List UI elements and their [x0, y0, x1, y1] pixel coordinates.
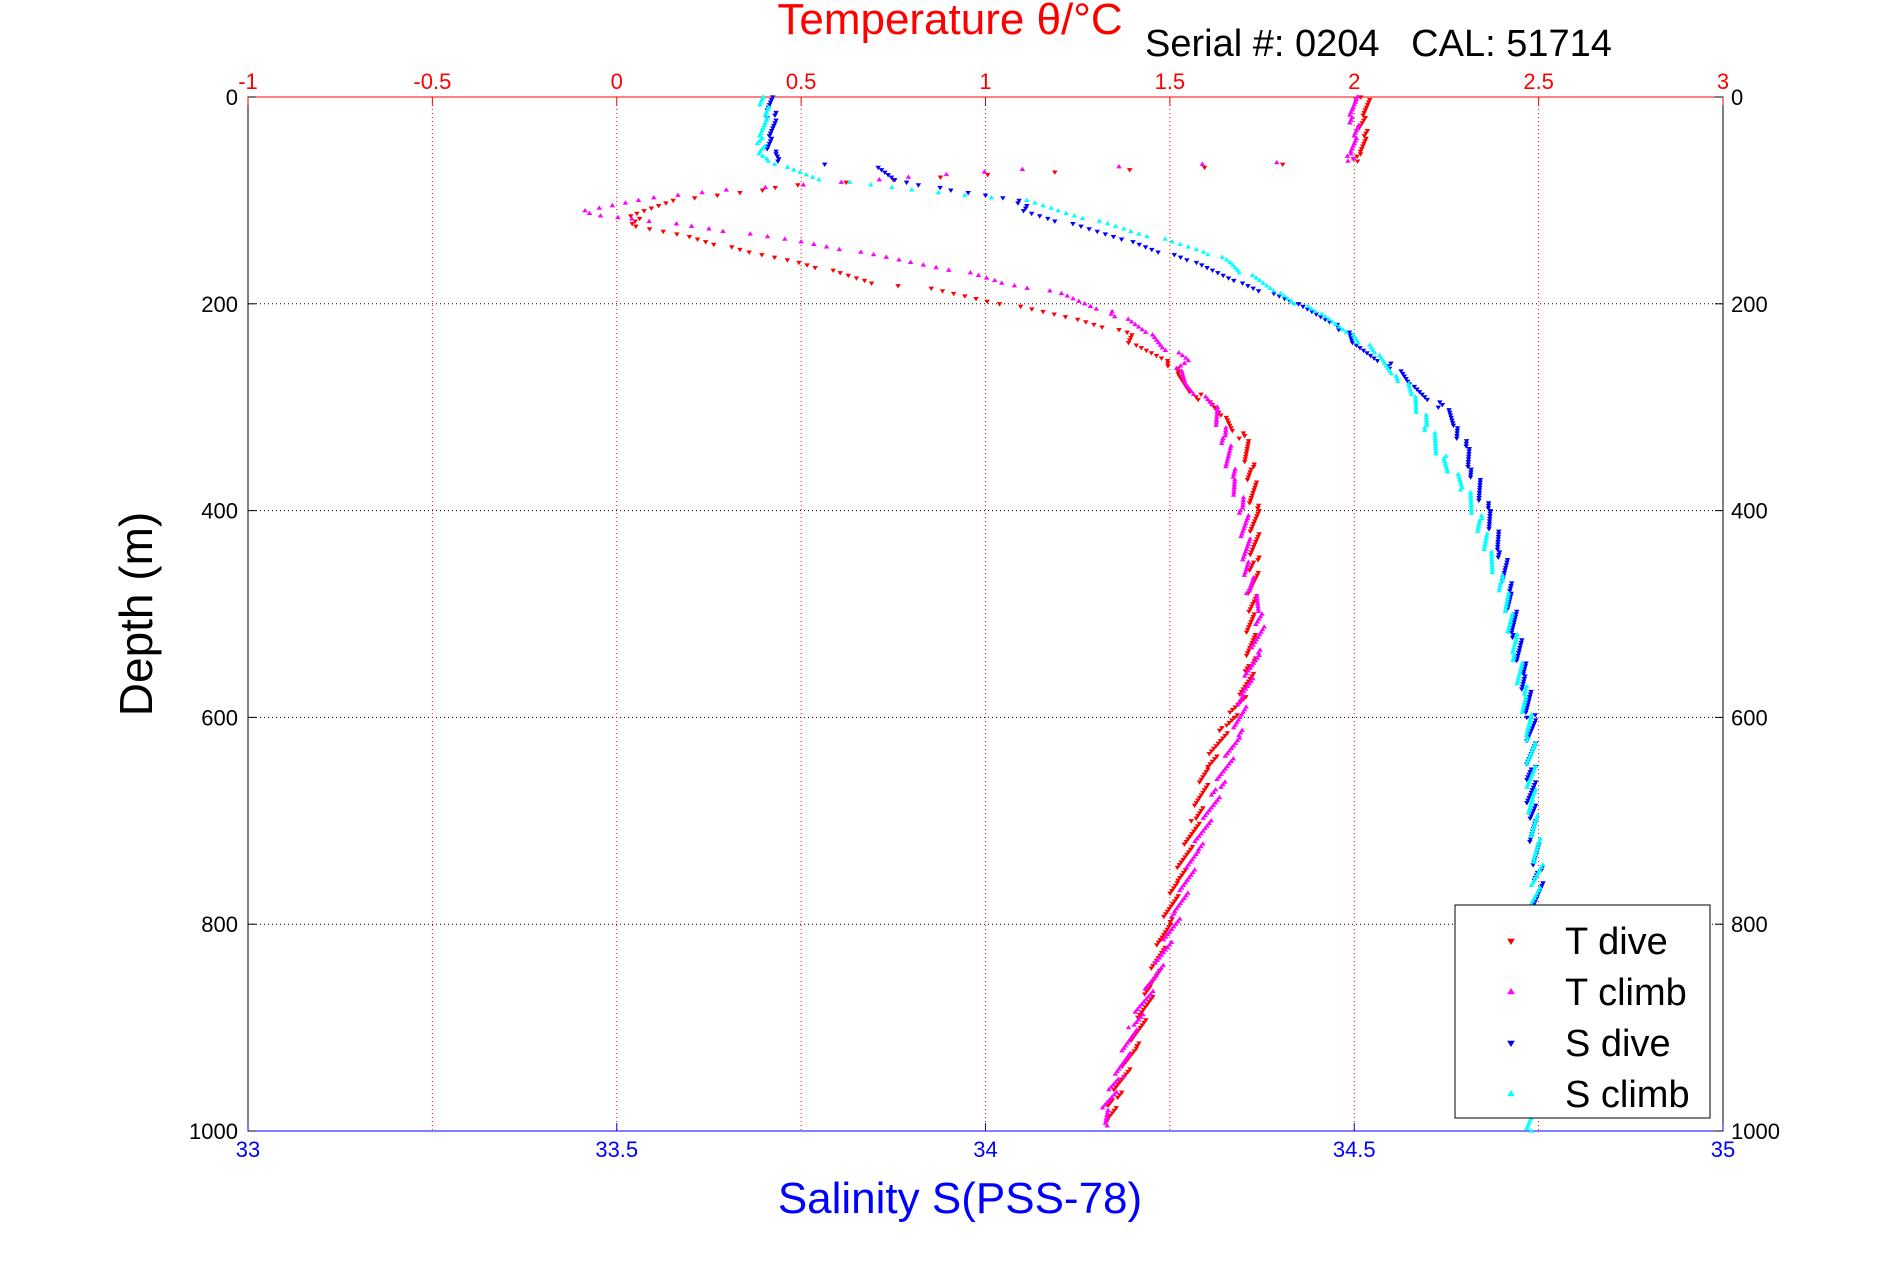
legend-marker [1507, 1040, 1515, 1047]
series-t-climb [582, 94, 1362, 1128]
data-series [582, 94, 1546, 1133]
y-tick-label-right: 200 [1731, 292, 1768, 317]
x-top-tick-label: -1 [238, 69, 258, 94]
x-top-tick-label: 0.5 [786, 69, 817, 94]
chart-subtitle: Serial #: 0204 CAL: 51714 [1145, 23, 1612, 65]
x-bottom-tick-label: 34 [973, 1137, 997, 1162]
legend-label: S dive [1565, 1023, 1671, 1065]
x-top-tick-label: -0.5 [413, 69, 451, 94]
legend-marker [1507, 938, 1515, 945]
x-bottom-tick-label: 33 [236, 1137, 260, 1162]
y-tick-label-left: 0 [226, 85, 238, 110]
legend-marker [1507, 988, 1515, 995]
y-tick-label-left: 400 [201, 499, 238, 524]
series-markers [582, 94, 1362, 1128]
y-axis-title: Depth (m) [110, 512, 162, 716]
y-tick-label-right: 1000 [1731, 1119, 1780, 1144]
y-tick-label-right: 800 [1731, 912, 1768, 937]
x-bottom-tick-label: 34.5 [1333, 1137, 1376, 1162]
y-tick-label-left: 800 [201, 912, 238, 937]
y-tick-label-left: 1000 [189, 1119, 238, 1144]
y-tick-label-left: 600 [201, 705, 238, 730]
legend-box [1454, 904, 1711, 1119]
legend-label: T climb [1565, 972, 1687, 1014]
legend-marker [1507, 1090, 1515, 1097]
legend: T dive T climb S dive S climb [1454, 904, 1711, 1119]
y-tick-label-right: 600 [1731, 705, 1768, 730]
x-bottom-tick-label: 35 [1711, 1137, 1735, 1162]
y-tick-label-right: 400 [1731, 499, 1768, 524]
legend-label: S climb [1565, 1074, 1690, 1116]
top-axis-title: Temperature θ/°C [777, 0, 1122, 44]
x-bottom-tick-label: 33.5 [595, 1137, 638, 1162]
grid [248, 97, 1723, 1131]
x-top-tick-label: 1.5 [1155, 69, 1186, 94]
bottom-axis-title: Salinity S(PSS-78) [778, 1174, 1142, 1223]
y-tick-label-left: 200 [201, 292, 238, 317]
x-top-tick-label: 0 [611, 69, 623, 94]
x-top-tick-label: 2 [1348, 69, 1360, 94]
legend-label: T dive [1565, 921, 1668, 963]
x-top-tick-label: 2.5 [1523, 69, 1554, 94]
y-tick-label-right: 0 [1731, 85, 1743, 110]
x-top-tick-label: 1 [979, 69, 991, 94]
x-top-tick-label: 3 [1717, 69, 1729, 94]
